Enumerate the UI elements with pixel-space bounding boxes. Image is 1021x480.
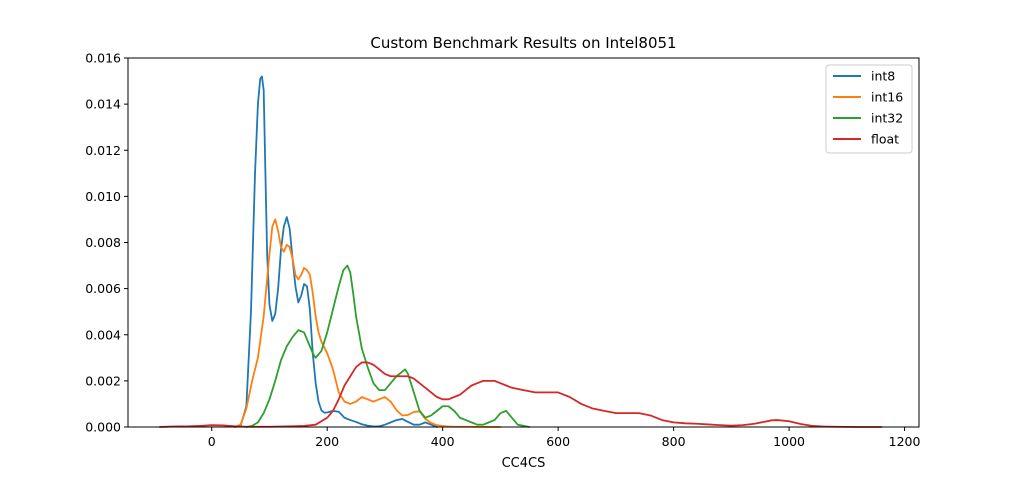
y-tick-label: 0.002 bbox=[85, 373, 121, 388]
legend: int8 int16 int32 float bbox=[825, 64, 913, 154]
x-tick-label: 800 bbox=[662, 434, 686, 449]
series-layer bbox=[158, 75, 883, 428]
y-tick-label: 0.012 bbox=[85, 143, 121, 158]
x-tick-label: 600 bbox=[546, 434, 570, 449]
y-tick-label: 0.006 bbox=[85, 281, 121, 296]
legend-label-int8: int8 bbox=[871, 69, 895, 84]
series-line-int32 bbox=[245, 264, 531, 428]
axes-layer: 0 200 400 600 800 1000 1200 0.000 0.002 0.004 0.00… bbox=[85, 51, 920, 450]
y-tick-label: 0.016 bbox=[85, 51, 121, 66]
series-line-int16 bbox=[233, 218, 502, 428]
chart-title: Custom Benchmark Results on Intel8051 bbox=[370, 34, 676, 52]
x-tick-label: 1000 bbox=[773, 434, 805, 449]
legend-label-int32: int32 bbox=[871, 111, 903, 126]
y-tick-label: 0.010 bbox=[85, 189, 121, 204]
legend-label-float: float bbox=[871, 132, 899, 147]
series-line-float bbox=[158, 361, 883, 428]
legend-label-int16: int16 bbox=[871, 90, 903, 105]
y-tick-label: 0.004 bbox=[85, 327, 121, 342]
y-tick-label: 0.008 bbox=[85, 235, 121, 250]
x-tick-label: 200 bbox=[315, 434, 339, 449]
x-tick-label: 1200 bbox=[889, 434, 921, 449]
series-line-int8 bbox=[233, 75, 438, 428]
y-tick-label: 0.014 bbox=[85, 97, 121, 112]
x-axis-title: CC4CS bbox=[502, 456, 546, 471]
legend-box bbox=[825, 64, 913, 154]
plot-frame bbox=[127, 57, 920, 428]
y-tick-label: 0.000 bbox=[85, 420, 121, 435]
x-tick-label: 400 bbox=[431, 434, 455, 449]
x-tick-label: 0 bbox=[208, 434, 216, 449]
